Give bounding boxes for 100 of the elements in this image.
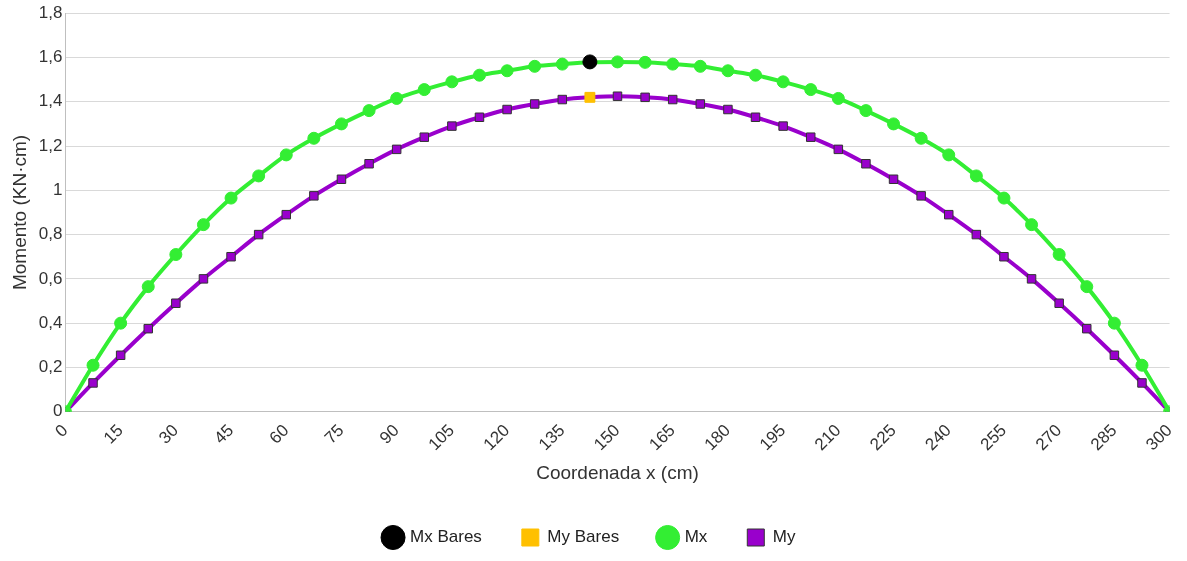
legend-label: Mx [684, 527, 708, 547]
point [309, 191, 319, 201]
point [667, 94, 678, 105]
x-tick-label: 135 [534, 420, 569, 455]
y-tick-label: 1,6 [38, 47, 63, 67]
point [336, 174, 347, 184]
point [805, 132, 816, 142]
point [196, 218, 210, 232]
point [1080, 280, 1094, 294]
legend-label: My Bares [547, 527, 620, 547]
y-axis-title: Momento (KN·cm) [8, 134, 30, 291]
point [307, 131, 321, 145]
point [115, 350, 126, 361]
point [831, 91, 845, 105]
point [390, 91, 404, 105]
x-tick-label: 165 [645, 420, 679, 455]
point [253, 229, 264, 240]
point [417, 83, 431, 97]
point [887, 117, 901, 131]
point [419, 132, 430, 142]
point [861, 159, 871, 169]
point [86, 358, 100, 372]
point [721, 64, 735, 78]
point [859, 104, 873, 118]
x-tick-label: 180 [700, 420, 735, 455]
point [944, 209, 954, 220]
point [1109, 350, 1120, 361]
legend-label: Mx Bares [410, 527, 482, 547]
point [88, 378, 98, 388]
point [171, 298, 181, 308]
point [169, 248, 183, 262]
point [1025, 218, 1039, 232]
x-tick-label: 150 [590, 420, 624, 455]
x-tick-label: 225 [866, 420, 900, 455]
point [695, 99, 706, 109]
x-tick-label: 285 [1087, 420, 1121, 455]
y-tick-label: 1,4 [38, 91, 63, 111]
x-axis-title: Coordenada x (cm) [536, 461, 699, 483]
point [143, 323, 153, 334]
point [141, 280, 155, 294]
point [1137, 378, 1147, 388]
point [640, 92, 650, 103]
point [997, 191, 1011, 205]
point [391, 144, 402, 155]
x-tick-label: 195 [755, 420, 790, 455]
point [778, 121, 788, 131]
x-tick-label: 210 [810, 420, 845, 455]
point [281, 209, 291, 220]
point [474, 112, 485, 122]
point [502, 104, 512, 115]
point [723, 104, 733, 115]
point [279, 148, 293, 162]
x-tick-label: 120 [479, 420, 514, 455]
x-tick-label: 75 [320, 420, 348, 448]
point [804, 83, 818, 97]
point [362, 104, 376, 118]
point [252, 169, 266, 183]
point [888, 174, 899, 184]
point [749, 68, 763, 82]
y-tick-label: 0,8 [38, 224, 63, 244]
x-tick-label: 255 [976, 420, 1011, 455]
x-tick-label: 45 [210, 420, 238, 448]
y-tick-label: 1,2 [38, 135, 63, 155]
y-tick-label: 1,8 [38, 2, 63, 22]
point [529, 99, 540, 109]
point [114, 316, 128, 330]
point [638, 55, 652, 69]
y-tick-label: 0,6 [38, 268, 63, 288]
x-tick-label: 30 [155, 420, 182, 448]
point [750, 112, 761, 122]
point [1026, 274, 1037, 284]
x-tick-label: 15 [99, 420, 127, 448]
point [1082, 323, 1092, 334]
point [447, 121, 457, 131]
point [334, 117, 348, 131]
point [693, 59, 707, 73]
x-tick-label: 90 [376, 420, 403, 448]
point [472, 68, 486, 82]
point [226, 252, 236, 262]
point [611, 55, 624, 69]
point [555, 57, 569, 71]
x-tick-label: 300 [1142, 420, 1176, 455]
point [224, 191, 238, 205]
point [999, 252, 1009, 262]
point [942, 148, 956, 162]
point [833, 144, 844, 155]
point [914, 131, 928, 145]
point [916, 191, 926, 201]
point [971, 229, 982, 240]
point [776, 75, 790, 89]
x-tick-label: 105 [424, 420, 459, 455]
point [445, 75, 459, 89]
x-tick-label: 270 [1031, 420, 1066, 455]
point [528, 59, 542, 73]
x-tick-label: 240 [921, 420, 955, 455]
point [1052, 248, 1066, 262]
point [969, 169, 983, 183]
legend-label: My [772, 527, 796, 547]
point [612, 91, 623, 101]
y-tick-label: 0,2 [38, 357, 63, 377]
